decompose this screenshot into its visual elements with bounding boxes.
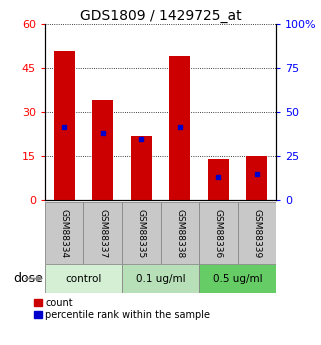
Bar: [199, 264, 276, 293]
Bar: [122, 202, 160, 264]
Text: dose: dose: [13, 272, 43, 285]
Bar: [54, 51, 75, 200]
Title: GDS1809 / 1429725_at: GDS1809 / 1429725_at: [80, 9, 241, 23]
Text: GSM88334: GSM88334: [60, 209, 69, 258]
Text: GSM88336: GSM88336: [214, 209, 223, 258]
Text: GSM88338: GSM88338: [175, 209, 184, 258]
Bar: [45, 264, 122, 293]
Bar: [238, 202, 276, 264]
Legend: count, percentile rank within the sample: count, percentile rank within the sample: [34, 298, 211, 320]
Bar: [122, 264, 199, 293]
Bar: [45, 202, 83, 264]
Bar: [199, 202, 238, 264]
Bar: [169, 57, 190, 200]
Bar: [83, 202, 122, 264]
Text: GSM88337: GSM88337: [98, 209, 107, 258]
Text: GSM88335: GSM88335: [137, 209, 146, 258]
Bar: [131, 136, 152, 200]
Bar: [160, 202, 199, 264]
Bar: [208, 159, 229, 200]
Bar: [92, 100, 113, 200]
Text: GSM88339: GSM88339: [252, 209, 261, 258]
Bar: [246, 156, 267, 200]
Text: 0.1 ug/ml: 0.1 ug/ml: [136, 274, 185, 284]
Text: control: control: [65, 274, 102, 284]
Text: 0.5 ug/ml: 0.5 ug/ml: [213, 274, 262, 284]
